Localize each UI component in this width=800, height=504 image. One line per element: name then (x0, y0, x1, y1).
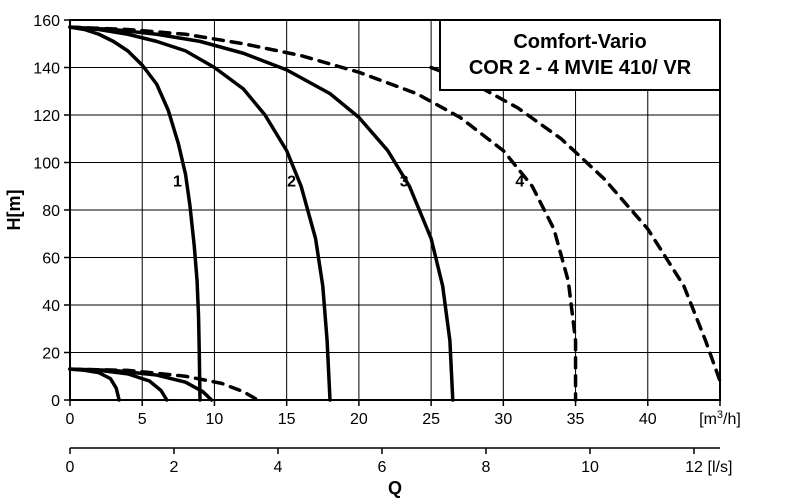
svg-text:140: 140 (33, 61, 60, 78)
svg-text:5: 5 (138, 411, 147, 428)
svg-text:30: 30 (494, 411, 512, 428)
svg-text:40: 40 (42, 298, 60, 315)
svg-text:1: 1 (173, 173, 182, 190)
svg-text:25: 25 (422, 411, 440, 428)
svg-text:100: 100 (33, 156, 60, 173)
svg-text:3: 3 (400, 173, 409, 190)
pump-curve-chart: 020406080100120140160H[m]051015202530354… (0, 0, 800, 504)
chart-svg: 020406080100120140160H[m]051015202530354… (0, 0, 800, 504)
svg-text:60: 60 (42, 251, 60, 268)
svg-text:160: 160 (33, 13, 60, 30)
svg-text:20: 20 (42, 346, 60, 363)
svg-text:80: 80 (42, 203, 60, 220)
svg-text:20: 20 (350, 411, 368, 428)
svg-text:Q: Q (388, 478, 402, 498)
svg-text:4: 4 (515, 173, 524, 190)
svg-text:H[m]: H[m] (4, 190, 24, 231)
svg-text:[l/s]: [l/s] (708, 459, 733, 476)
svg-text:35: 35 (567, 411, 585, 428)
svg-text:12: 12 (685, 459, 703, 476)
svg-text:120: 120 (33, 108, 60, 125)
svg-text:2: 2 (170, 459, 179, 476)
svg-text:0: 0 (66, 411, 75, 428)
svg-text:4: 4 (274, 459, 283, 476)
svg-text:10: 10 (581, 459, 599, 476)
svg-text:COR 2 - 4 MVIE 410/ VR: COR 2 - 4 MVIE 410/ VR (469, 57, 692, 79)
svg-text:10: 10 (206, 411, 224, 428)
svg-text:0: 0 (66, 459, 75, 476)
svg-text:15: 15 (278, 411, 296, 428)
svg-text:8: 8 (482, 459, 491, 476)
svg-text:2: 2 (287, 173, 296, 190)
svg-text:0: 0 (51, 393, 60, 410)
svg-text:6: 6 (378, 459, 387, 476)
svg-text:Comfort-Vario: Comfort-Vario (513, 31, 646, 53)
svg-text:40: 40 (639, 411, 657, 428)
